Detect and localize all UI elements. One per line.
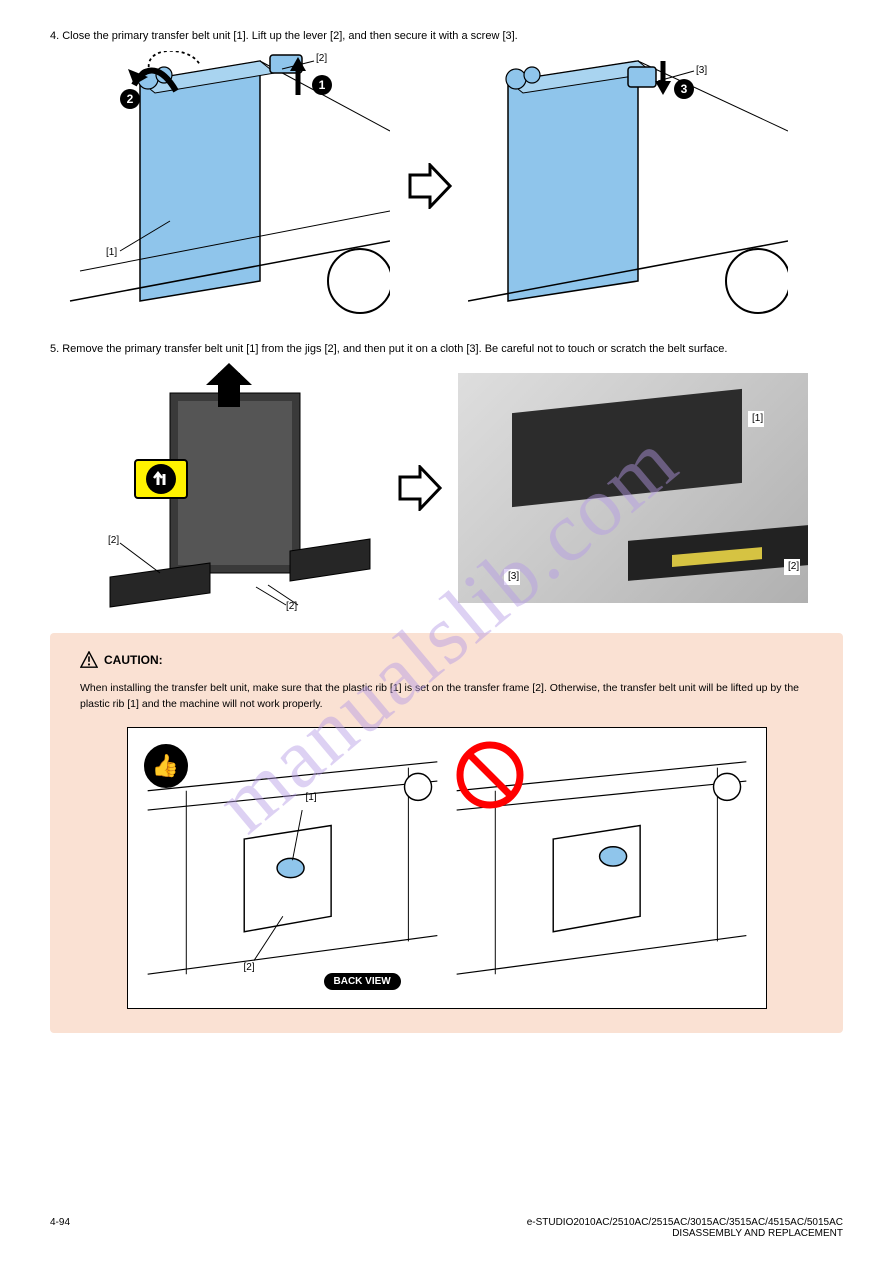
step4-right-diagram	[468, 51, 788, 321]
photo-belt-unit	[512, 389, 742, 507]
thumbs-up-icon: 👍	[152, 753, 179, 779]
caution-fig-correct: 👍 [1] [2] BACK VIEW	[138, 738, 447, 998]
step5-right-callout-jig: [2]	[788, 561, 799, 572]
step5-figure-row: [1] [2] [2] [1] [2] [3]	[50, 363, 843, 613]
caution-callout-rib: [1]	[306, 792, 317, 803]
thumbs-up-badge: 👍	[144, 744, 188, 788]
footer-right: e-STUDIO2010AC/2510AC/2515AC/3015AC/3515…	[527, 1217, 843, 1239]
step5-fig-left: [1] [2] [2]	[50, 363, 380, 613]
step5-right-callout-main: [1]	[752, 413, 763, 424]
step5-fig-right: [1] [2] [3]	[458, 373, 808, 603]
step4-fig-left: 1 2 [1] [2]	[50, 51, 390, 321]
caution-triangle-icon	[80, 651, 98, 669]
step5-arrow-icon	[396, 465, 442, 511]
caution-fig-incorrect	[447, 738, 756, 998]
caution-figures: 👍 [1] [2] BACK VIEW	[127, 727, 767, 1009]
step4-left-callout-upper: [2]	[316, 53, 327, 64]
caution-box: CAUTION: When installing the transfer be…	[50, 633, 843, 1033]
footer-page-number: 4-94	[50, 1217, 70, 1239]
photo-jig	[628, 525, 808, 581]
step4-fig-right: 3 [3]	[468, 51, 788, 321]
lift-point-badge	[134, 459, 188, 499]
step4-figure-row: 1 2 [1] [2]	[50, 51, 843, 321]
step5-text: 5. Remove the primary transfer belt unit…	[50, 341, 843, 358]
step4-left-callout-belt: [1]	[106, 247, 117, 258]
step4-arrow-icon	[406, 163, 452, 209]
bullet-3: 3	[674, 79, 694, 99]
step5-left-callout-jigB: [2]	[286, 601, 297, 612]
step4-text: 4. Close the primary transfer belt unit …	[50, 28, 843, 45]
caution-callout-frame: [2]	[244, 962, 255, 973]
caution-text: When installing the transfer belt unit, …	[80, 681, 813, 713]
step5-left-callout-jigA: [2]	[108, 535, 119, 546]
no-entry-icon	[455, 740, 525, 810]
backview-pill: BACK VIEW	[324, 973, 401, 990]
step5-left-diagram	[50, 363, 380, 613]
bullet-2: 2	[120, 89, 140, 109]
bullet-1: 1	[312, 75, 332, 95]
step5-right-callout-cloth: [3]	[508, 571, 519, 582]
page-footer: 4-94 e-STUDIO2010AC/2510AC/2515AC/3015AC…	[50, 1217, 843, 1239]
step4-left-diagram	[50, 51, 390, 321]
caution-title: CAUTION:	[104, 653, 163, 667]
step4-right-callout: [3]	[696, 65, 707, 76]
